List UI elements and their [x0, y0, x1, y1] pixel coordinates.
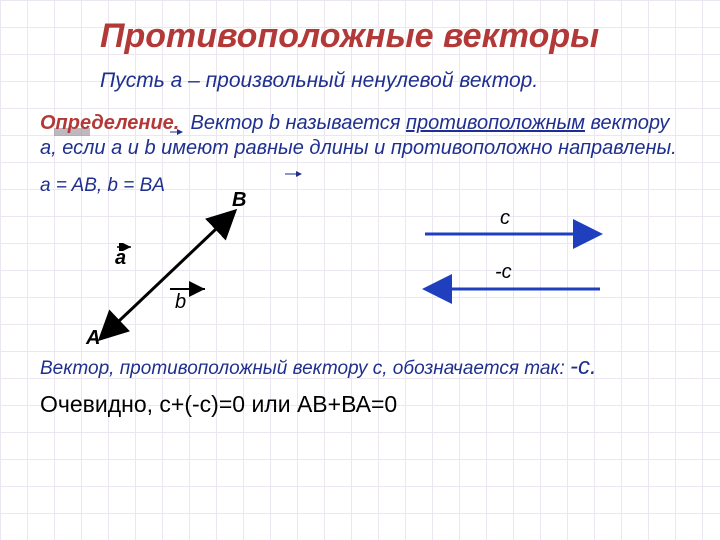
arrow-over-b-def-icon — [283, 170, 305, 178]
intro-text: Пусть а – произвольный ненулевой вектор. — [100, 69, 538, 92]
arrow-over-a-intro-icon — [168, 128, 186, 136]
notation-text: Вектор, противоположный вектору с, обозн… — [40, 358, 570, 379]
label-c: c — [500, 207, 510, 230]
label-b: b — [175, 291, 186, 314]
intro-line: Пусть а – произвольный ненулевой вектор. — [100, 69, 680, 93]
notation-minus-c: -с. — [570, 353, 597, 380]
equation-line: a = AB, b = BA — [40, 175, 680, 197]
vector-diagram: A B a b c -c — [40, 199, 680, 349]
label-B: B — [232, 189, 246, 212]
obvious-line: Очевидно, с+(-с)=0 или АВ+ВА=0 — [40, 391, 680, 418]
definition-label: Определение. — [40, 112, 179, 134]
notation-line: Вектор, противоположный вектору с, обозн… — [40, 353, 680, 381]
vector-ab-line — [100, 211, 235, 339]
definition-block: Определение. Вектор b называется противо… — [40, 111, 680, 161]
definition-head: Вектор b называется — [191, 112, 406, 134]
label-A: A — [86, 327, 100, 350]
label-minus-c: -c — [495, 261, 512, 284]
definition-underlined: противоположным — [406, 112, 585, 134]
arrow-over-a-icon — [115, 243, 135, 251]
diagram-svg — [40, 199, 680, 349]
slide-title: Противоположные векторы — [100, 18, 680, 55]
slide-content: Противоположные векторы Пусть а – произв… — [0, 0, 720, 540]
